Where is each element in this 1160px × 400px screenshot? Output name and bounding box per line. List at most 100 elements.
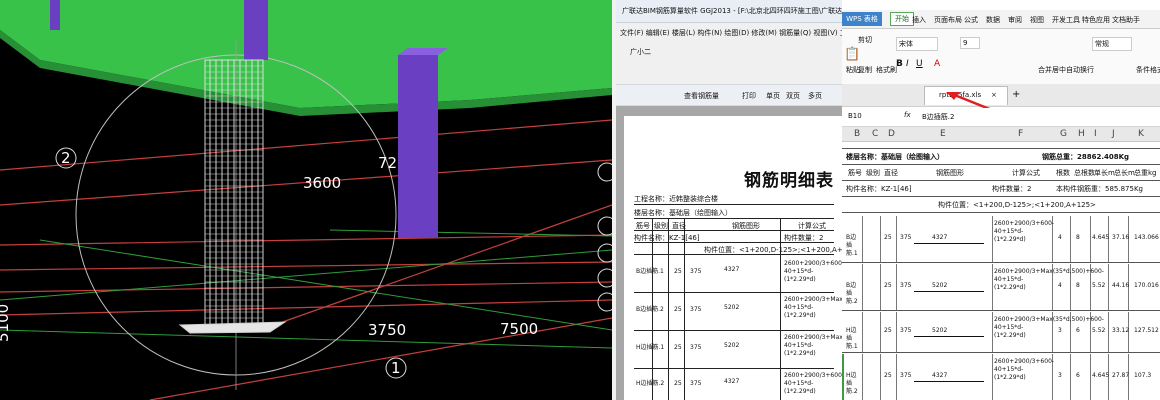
assistant-label[interactable]: 广小二	[630, 48, 651, 56]
tb-print[interactable]: 打印	[742, 92, 756, 100]
sheet-position[interactable]: 构件位置：<1+200,D-125>;<1+200,A+125>	[938, 201, 1096, 209]
sheet-row-wt[interactable]: 170.016	[1134, 282, 1159, 289]
cut-button[interactable]: 剪切	[858, 36, 872, 44]
sheet-row-shape-a[interactable]: 375	[900, 282, 912, 289]
sheet-row-roots[interactable]: 4	[1058, 234, 1062, 241]
font-color-icon[interactable]: A	[934, 59, 941, 69]
sheet-row-dia[interactable]: 25	[884, 327, 892, 334]
conditional-format-button[interactable]: 条件格式	[1136, 66, 1160, 74]
sheet-row-len[interactable]: 37.16	[1112, 234, 1130, 241]
format-painter-button[interactable]: 格式刷	[876, 66, 897, 74]
sheet-row-len[interactable]: 27.87	[1112, 372, 1130, 379]
sheet-row-name[interactable]: H边插筋.2	[846, 372, 858, 395]
sheet-floor[interactable]: 楼层名称：基础层（绘图输入）	[846, 153, 944, 161]
sh-len[interactable]: 总长m	[1114, 169, 1135, 177]
tab-insert[interactable]: 插入	[912, 16, 926, 24]
tab-view[interactable]: 视图	[1030, 16, 1044, 24]
col-j[interactable]: J	[1112, 129, 1115, 139]
sheet-row-total[interactable]: 6	[1076, 327, 1080, 334]
sheet-row-len[interactable]: 33.12	[1112, 327, 1130, 334]
sheet-member[interactable]: 构件名称：KZ-1[46]	[846, 185, 912, 193]
sheet-row-shape-b[interactable]: 5202	[932, 282, 948, 289]
sheet-row-wt[interactable]: 143.066	[1134, 234, 1159, 241]
tab-formulas[interactable]: 公式	[964, 16, 978, 24]
merge-center-button[interactable]: 合并居中	[1038, 66, 1066, 74]
italic-button[interactable]: I	[906, 59, 909, 69]
wps-app-button[interactable]: WPS 表格	[842, 12, 882, 26]
col-g[interactable]: G	[1060, 129, 1067, 139]
sheet-row-name[interactable]: B边插筋.1	[846, 234, 858, 257]
sheet-row-roots[interactable]: 3	[1058, 327, 1062, 334]
sheet-row-shape-a[interactable]: 375	[900, 327, 912, 334]
sheet-row-dia[interactable]: 25	[884, 372, 892, 379]
wrap-text-button[interactable]: 自动换行	[1066, 66, 1094, 74]
sh-roots[interactable]: 根数	[1056, 169, 1070, 177]
col-c[interactable]: C	[872, 129, 879, 139]
col-e[interactable]: E	[940, 129, 946, 139]
ggj-menu-items[interactable]: 文件(F) 编辑(E) 楼层(L) 构件(N) 绘图(D) 修改(M) 钢筋量(…	[620, 29, 842, 37]
font-size-select[interactable]: 9	[960, 37, 981, 49]
sheet-unit-weight[interactable]: 本构件钢筋重：585.875Kg	[1056, 185, 1143, 193]
sheet-row-total[interactable]: 8	[1076, 282, 1080, 289]
tab-home[interactable]: 开始	[890, 12, 914, 26]
table-row[interactable]: B边插筋.1 25 375 4327 2600+2900/3+600-40+15*d-(…	[842, 216, 1160, 263]
tab-page-layout[interactable]: 页面布局	[934, 16, 962, 24]
tb-view-range[interactable]: 查看钢筋量	[684, 92, 719, 100]
sheet-row-unit[interactable]: 4.645	[1092, 234, 1110, 241]
sheet-row-shape-a[interactable]: 375	[900, 372, 912, 379]
sheet-row-roots[interactable]: 3	[1058, 372, 1062, 379]
name-box[interactable]: B10	[848, 112, 862, 120]
ggj-menubar[interactable]: 文件(F) 编辑(E) 楼层(L) 构件(N) 绘图(D) 修改(M) 钢筋量(…	[616, 24, 842, 40]
sh-no[interactable]: 筋号	[848, 169, 862, 177]
sheet-row-shape-b[interactable]: 4327	[932, 372, 948, 379]
sheet-row-unit[interactable]: 5.52	[1092, 327, 1106, 334]
font-select[interactable]: 宋体	[896, 37, 938, 51]
table-row[interactable]: B边插筋.2 25 375 5202 2600+2900/3+Max(35*d,500)…	[842, 264, 1160, 311]
sheet-row-dia[interactable]: 25	[884, 234, 892, 241]
spreadsheet-grid[interactable]: 楼层名称：基础层（绘图输入） 钢筋总重：28862.408Kg 筋号 级别 直径…	[842, 142, 1160, 400]
sheet-row-wt[interactable]: 127.512	[1134, 327, 1159, 334]
tab-special[interactable]: 特色应用	[1082, 16, 1110, 24]
sh-formula[interactable]: 计算公式	[1012, 169, 1040, 177]
bold-button[interactable]: B	[896, 59, 903, 69]
sh-dia[interactable]: 直径	[884, 169, 898, 177]
sheet-row-shape-a[interactable]: 375	[900, 234, 912, 241]
col-i[interactable]: I	[1094, 129, 1097, 139]
formula-value[interactable]: B边插筋.2	[922, 113, 955, 121]
sh-total-roots[interactable]: 总根数	[1074, 169, 1095, 177]
col-f[interactable]: F	[1018, 129, 1024, 139]
copy-button[interactable]: 复制	[858, 66, 872, 74]
close-tab-icon[interactable]: ×	[991, 91, 997, 99]
sheet-row-len[interactable]: 44.16	[1112, 282, 1130, 289]
col-k[interactable]: K	[1138, 129, 1144, 139]
tab-doc-helper[interactable]: 文档助手	[1112, 16, 1140, 24]
tb-double[interactable]: 双页	[786, 92, 800, 100]
sheet-row-wt[interactable]: 107.3	[1134, 372, 1152, 379]
sheet-row-shape-b[interactable]: 5202	[932, 327, 948, 334]
paste-button[interactable]: 粘贴	[846, 66, 860, 74]
sheet-row-formula[interactable]: 2600+2900/3+600-40+15*d-(1*2.29*d)	[994, 358, 1055, 381]
underline-button[interactable]: U	[916, 59, 923, 69]
tb-multi[interactable]: 多页	[808, 92, 822, 100]
sheet-row-name[interactable]: B边插筋.2	[846, 282, 858, 305]
sheet-row-roots[interactable]: 4	[1058, 282, 1062, 289]
sheet-row-formula[interactable]: 2600+2900/3+600-40+15*d-(1*2.29*d)	[994, 220, 1055, 243]
table-row[interactable]: H边插筋.2 25 375 4327 2600+2900/3+600-40+15*d-(…	[842, 354, 1160, 400]
tab-developer[interactable]: 开发工具	[1052, 16, 1080, 24]
sheet-row-total[interactable]: 8	[1076, 234, 1080, 241]
table-row[interactable]: H边插筋.1 25 375 5202 2600+2900/3+Max(35*d,500)…	[842, 312, 1160, 353]
sheet-row-unit[interactable]: 5.52	[1092, 282, 1106, 289]
col-h[interactable]: H	[1078, 129, 1085, 139]
sheet-row-formula[interactable]: 2600+2900/3+Max(35*d,500)+600-40+15*d-(1…	[994, 316, 1104, 339]
sheet-total-weight[interactable]: 钢筋总重：28862.408Kg	[1042, 153, 1130, 161]
col-b[interactable]: B	[854, 129, 861, 139]
sheet-row-name[interactable]: H边插筋.1	[846, 327, 858, 350]
tab-data[interactable]: 数据	[986, 16, 1000, 24]
new-tab-icon[interactable]: +	[1012, 89, 1021, 100]
sheet-count[interactable]: 构件数量：2	[992, 185, 1032, 193]
sheet-row-unit[interactable]: 4.645	[1092, 372, 1110, 379]
sh-grade[interactable]: 级别	[866, 169, 880, 177]
col-d[interactable]: D	[888, 129, 895, 139]
sh-wt[interactable]: 总重kg	[1134, 169, 1157, 177]
sheet-row-formula[interactable]: 2600+2900/3+Max(35*d,500)+600-40+15*d-(1…	[994, 268, 1104, 291]
